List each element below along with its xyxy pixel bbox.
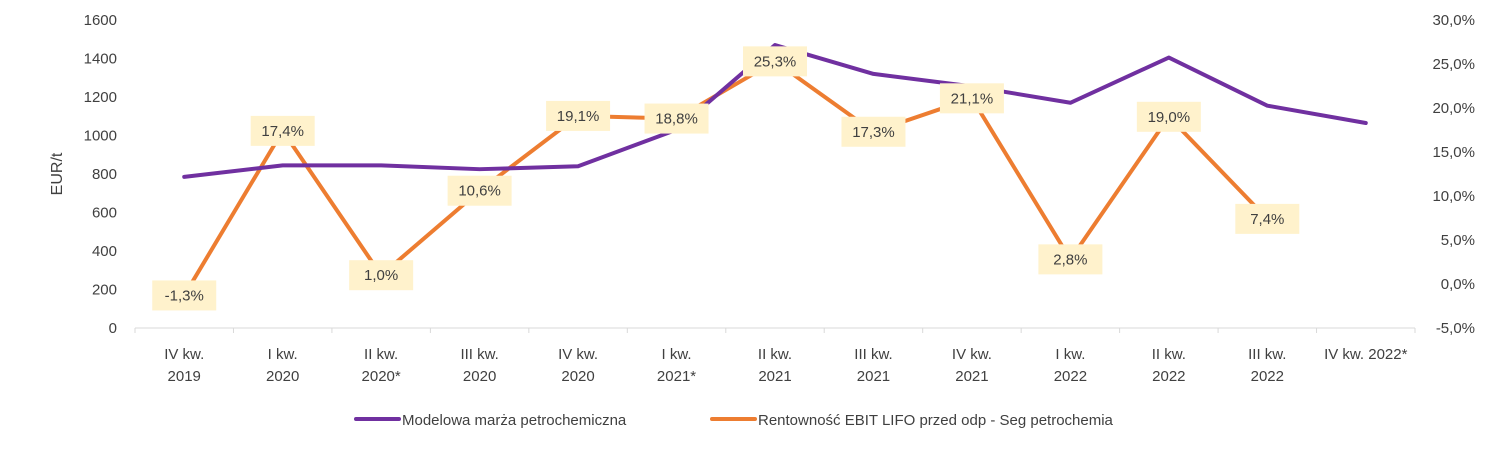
data-label-box [743,46,807,77]
data-label: 18,8% [655,111,698,128]
x-tick-label: 2022 [1251,368,1284,385]
x-tick-label: III kw. [460,346,498,363]
x-tick-label: II kw. [758,346,792,363]
axes: 0 200 400 600 800 1000 1200 1400 1600 -5,0% 0,0% 5,… [49,12,1475,385]
data-label-box [1038,244,1103,275]
x-tick-label: IV kw. [558,346,598,363]
data-label: 19,0% [1148,109,1191,126]
x-tick-label: IV kw. [952,346,992,363]
x-tick-label: III kw. [854,346,892,363]
y-right-tick-label: -5,0% [1436,320,1475,337]
data-label-box [250,115,315,146]
x-tick-label: IV kw. 2022* [1324,346,1408,363]
y-right-tick-label: 0,0% [1441,276,1475,293]
y-left-tick-label: 400 [92,243,117,260]
x-tick-label: 2019 [168,368,201,385]
data-label-box [1235,203,1300,234]
x-tick-label: 2020* [362,368,401,385]
data-label: -1,3% [165,287,204,304]
x-tick-label: I kw. [662,346,692,363]
y-right-tick-label: 25,0% [1432,56,1475,73]
x-tick-label: 2021* [657,368,696,385]
y-left-tick-label: 800 [92,166,117,183]
data-label-box [546,100,611,131]
y-left-tick-label: 1600 [84,12,117,29]
y-left-tick-label: 600 [92,205,117,222]
y-right-tick-label: 15,0% [1432,144,1475,161]
x-tick-label: 2020 [266,368,299,385]
x-tick-label: 2021 [857,368,890,385]
data-label-box [939,83,1004,114]
data-label: 7,4% [1250,211,1284,228]
data-label: 25,3% [754,53,797,70]
data-label-box [152,280,217,311]
series-lines [182,43,1368,298]
data-label: 19,1% [557,108,600,125]
data-label: 10,6% [458,183,501,200]
data-label: 1,0% [364,267,398,284]
data-label: 17,3% [852,124,895,141]
x-tick-label: IV kw. [164,346,204,363]
y-right-tick-label: 20,0% [1432,100,1475,117]
x-tick-label: 2022 [1054,368,1087,385]
data-label-box [349,260,414,291]
data-labels: -1,3% 17,4% 1,0% 10,6% 19,1% 18,8% 25,3% 17,3% 2… [152,46,1300,311]
x-tick-label: 2022 [1152,368,1185,385]
y-axis-label: EUR/t [49,152,66,195]
data-label-box [841,116,906,147]
y-left-tick-label: 200 [92,282,117,299]
data-label: 2,8% [1053,251,1087,268]
data-label-box [1136,101,1201,132]
x-tick-label: 2020 [561,368,594,385]
legend-label-rentownosc-ebit: Rentowność EBIT LIFO przed odp - Seg pet… [758,412,1114,429]
series-line-rentownosc-ebit [182,59,1270,298]
y-right-tick-label: 10,0% [1432,188,1475,205]
x-tick-label: II kw. [1152,346,1186,363]
x-tick-label: I kw. [1055,346,1085,363]
series-line-modelowa-marza [182,43,1368,179]
y-left-tick-label: 1400 [84,51,117,68]
legend-label-modelowa-marza: Modelowa marża petrochemiczna [402,412,627,429]
x-tick-label: 2021 [758,368,791,385]
x-tick-label: I kw. [268,346,298,363]
y-left-tick-label: 1000 [84,128,117,145]
y-left-tick-label: 0 [109,320,117,337]
data-label-box [644,103,709,134]
legend: Modelowa marża petrochemiczna Rentowność … [354,412,1114,429]
x-tick-label: 2020 [463,368,496,385]
x-tick-label: III kw. [1248,346,1286,363]
x-tick-label: II kw. [364,346,398,363]
y-right-tick-label: 30,0% [1432,12,1475,29]
y-left-tick-label: 1200 [84,89,117,106]
y-right-tick-label: 5,0% [1441,232,1475,249]
data-label: 21,1% [951,90,994,107]
data-label: 17,4% [261,123,304,140]
x-tick-label: 2021 [955,368,988,385]
data-label-box [447,175,512,206]
